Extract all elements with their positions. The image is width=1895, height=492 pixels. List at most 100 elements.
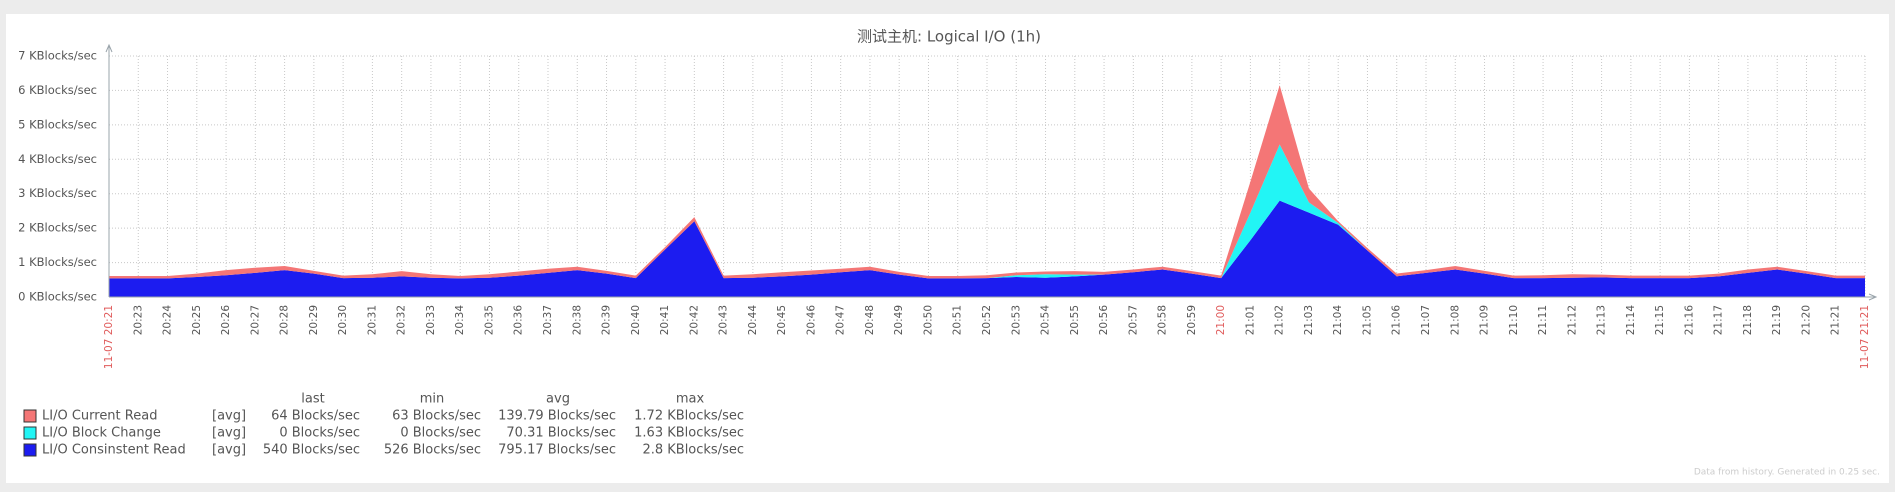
legend-stat: [avg]	[212, 426, 246, 441]
legend-stat: 0 Blocks/sec	[400, 426, 481, 441]
x-tick-label: 21:16	[1683, 305, 1695, 336]
footer-note: Data from history. Generated in 0.25 sec…	[1694, 468, 1880, 478]
x-tick-label: 20:56	[1098, 305, 1110, 336]
x-tick-label: 21:21	[1830, 305, 1842, 335]
legend-header: min	[420, 392, 445, 407]
chart-title: 测试主机: Logical I/O (1h)	[857, 28, 1041, 46]
x-tick-label: 20:53	[1010, 305, 1022, 335]
legend-stat: [avg]	[212, 409, 246, 424]
x-tick-label: 21:12	[1566, 305, 1578, 335]
x-tick-label: 20:55	[1069, 305, 1081, 335]
x-tick-label: 20:54	[1040, 305, 1052, 336]
legend-stat: 540 Blocks/sec	[263, 443, 360, 458]
x-tick-label: 21:02	[1274, 305, 1286, 335]
x-tick-label: 21:01	[1244, 305, 1256, 335]
x-tick-label: 20:50	[922, 305, 934, 335]
x-tick-label: 11-07 21:21	[1859, 305, 1871, 369]
x-tick-label: 21:06	[1391, 305, 1403, 336]
x-tick-label: 20:47	[835, 305, 847, 335]
x-tick-label: 20:24	[162, 305, 174, 336]
legend-stat: 139.79 Blocks/sec	[498, 409, 616, 424]
legend-header: avg	[546, 392, 570, 407]
legend-stat: 1.72 KBlocks/sec	[634, 409, 744, 424]
x-tick-label: 20:36	[513, 305, 525, 336]
x-tick-label: 21:20	[1800, 305, 1812, 335]
legend-stat: 63 Blocks/sec	[392, 409, 481, 424]
x-tick-label: 20:51	[952, 305, 964, 335]
legend-header: last	[301, 392, 324, 407]
x-tick-label: 20:28	[279, 305, 291, 335]
x-tick-label: 21:18	[1742, 305, 1754, 335]
y-tick-label: 1 KBlocks/sec	[18, 255, 97, 269]
legend-label: LI/O Block Change	[42, 426, 161, 441]
x-tick-label: 20:48	[864, 305, 876, 335]
x-axis-arrow	[1868, 293, 1878, 301]
x-tick-label: 21:09	[1479, 305, 1491, 335]
x-tick-label: 20:35	[483, 305, 495, 335]
x-tick-label: 21:05	[1361, 305, 1373, 335]
legend-swatch	[23, 426, 37, 440]
x-tick-label: 20:32	[396, 305, 408, 335]
x-tick-label: 20:31	[366, 305, 378, 335]
x-tick-label: 21:17	[1713, 305, 1725, 335]
x-tick-label: 20:26	[220, 305, 232, 336]
x-tick-label: 20:58	[1157, 305, 1169, 335]
x-tick-label: 20:29	[308, 305, 320, 335]
x-tick-label: 20:25	[191, 305, 203, 335]
x-tick-label: 20:49	[893, 305, 905, 335]
x-tick-label: 21:04	[1332, 305, 1344, 336]
x-tick-label: 20:30	[337, 305, 349, 335]
y-tick-label: 2 KBlocks/sec	[18, 221, 97, 235]
x-tick-label: 20:52	[981, 305, 993, 335]
x-tick-label: 20:33	[425, 305, 437, 335]
legend-stat: 1.63 KBlocks/sec	[634, 426, 744, 441]
x-tick-label: 20:40	[630, 305, 642, 335]
x-tick-label: 20:44	[747, 305, 759, 336]
x-tick-label: 20:23	[132, 305, 144, 335]
legend-label: LI/O Current Read	[42, 409, 157, 424]
legend-stat: 795.17 Blocks/sec	[498, 443, 616, 458]
x-tick-label: 21:19	[1771, 305, 1783, 335]
y-axis-arrow	[105, 43, 113, 53]
legend-stat: [avg]	[212, 443, 246, 458]
legend-swatch	[23, 443, 37, 457]
x-tick-label: 21:10	[1508, 305, 1520, 335]
legend-stat: 70.31 Blocks/sec	[506, 426, 616, 441]
y-tick-label: 7 KBlocks/sec	[18, 49, 97, 63]
x-tick-label: 21:00	[1215, 305, 1227, 335]
x-tick-label: 20:45	[776, 305, 788, 335]
x-tick-label: 20:46	[805, 305, 817, 336]
x-tick-label: 20:43	[718, 305, 730, 335]
legend-stat: 526 Blocks/sec	[384, 443, 481, 458]
x-tick-label: 20:27	[249, 305, 261, 335]
y-tick-label: 6 KBlocks/sec	[18, 83, 97, 97]
legend-stat: 2.8 KBlocks/sec	[642, 443, 744, 458]
legend-swatch	[23, 409, 37, 423]
x-tick-label: 20:39	[601, 305, 613, 335]
y-tick-label: 3 KBlocks/sec	[18, 186, 97, 200]
x-tick-label: 20:42	[688, 305, 700, 335]
y-tick-label: 4 KBlocks/sec	[18, 152, 97, 166]
x-tick-label: 21:13	[1596, 305, 1608, 335]
x-tick-label: 21:07	[1420, 305, 1432, 335]
x-tick-label: 20:37	[542, 305, 554, 335]
x-tick-label: 21:11	[1537, 305, 1549, 335]
x-tick-label: 21:03	[1303, 305, 1315, 335]
x-tick-label: 21:08	[1449, 305, 1461, 335]
x-tick-label: 20:34	[454, 305, 466, 336]
y-tick-label: 5 KBlocks/sec	[18, 117, 97, 131]
x-tick-label: 20:59	[1186, 305, 1198, 335]
legend-label: LI/O Consinstent Read	[42, 443, 186, 458]
panel	[6, 14, 1889, 483]
y-tick-label: 0 KBlocks/sec	[18, 290, 97, 304]
x-tick-label: 11-07 20:21	[103, 305, 115, 369]
legend-stat: 64 Blocks/sec	[271, 409, 360, 424]
x-tick-label: 20:38	[571, 305, 583, 335]
x-tick-label: 21:14	[1625, 305, 1637, 336]
x-tick-label: 21:15	[1654, 305, 1666, 335]
x-tick-label: 20:57	[1127, 305, 1139, 335]
legend-header: max	[676, 392, 705, 407]
legend-stat: 0 Blocks/sec	[279, 426, 360, 441]
